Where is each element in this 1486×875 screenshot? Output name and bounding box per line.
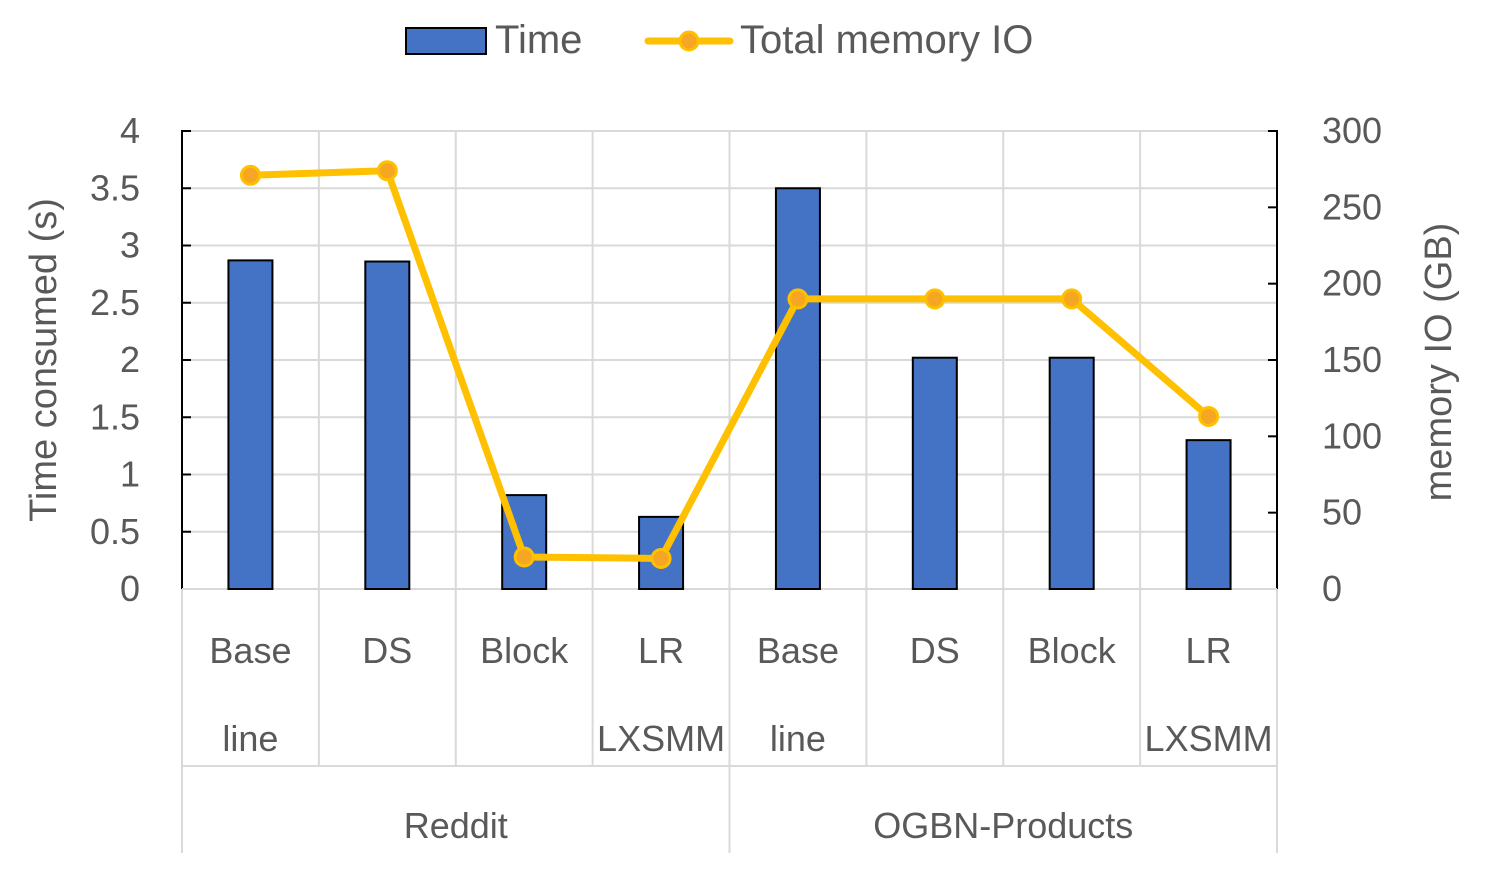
y-right-tick-label: 300 xyxy=(1322,110,1382,151)
y-left-tick-label: 0 xyxy=(120,568,140,609)
category-label: Block xyxy=(1028,630,1117,671)
memory-io-point xyxy=(513,546,535,568)
y-right-tick-label: 250 xyxy=(1322,186,1382,227)
axis-titles: Time consumed (s) memory IO (GB) xyxy=(23,198,1460,522)
category-label: LR xyxy=(1186,630,1232,671)
y-right-tick-label: 50 xyxy=(1322,492,1362,533)
y-left-tick-label: 1 xyxy=(120,454,140,495)
tick-labels: 0 0.5 1 1.5 2 2.5 3 3.5 4 0 50 100 150 200 250 300 xyxy=(90,110,1382,609)
y-left-tick-label: 3 xyxy=(120,225,140,266)
group-label: Reddit xyxy=(404,805,508,846)
y-right-tick-label: 100 xyxy=(1322,415,1382,456)
memory-io-line xyxy=(239,160,1220,569)
y-left-tick-label: 2 xyxy=(120,339,140,380)
legend: Time Total memory IO xyxy=(405,18,1033,62)
category-label: LXSMM xyxy=(1145,718,1273,759)
legend-label-time: Time xyxy=(495,18,582,62)
memory-io-polyline xyxy=(246,167,1213,562)
y-left-tick-label: 3.5 xyxy=(90,167,140,208)
legend-swatch-time xyxy=(405,27,487,55)
memory-io-point xyxy=(924,288,946,310)
y-left-tick-label: 1.5 xyxy=(90,396,140,437)
category-label: line xyxy=(222,718,278,759)
category-label: LR xyxy=(638,630,684,671)
legend-swatch-memory-io-marker xyxy=(678,30,700,52)
y-right-tick-label: 0 xyxy=(1322,568,1342,609)
category-label: LXSMM xyxy=(597,718,725,759)
category-label: Base xyxy=(209,630,291,671)
memory-io-point xyxy=(376,160,398,182)
y-right-tick-label: 200 xyxy=(1322,263,1382,304)
time-bar xyxy=(227,259,274,590)
group-label: OGBN-Products xyxy=(873,805,1133,846)
y-left-tick-label: 2.5 xyxy=(90,282,140,323)
category-label: Block xyxy=(480,630,569,671)
gridlines xyxy=(182,130,1277,590)
time-bar xyxy=(774,187,821,590)
time-bar xyxy=(364,260,411,590)
legend-label-memory-io: Total memory IO xyxy=(740,18,1033,62)
memory-io-point xyxy=(239,164,261,186)
time-bar xyxy=(1185,439,1232,590)
memory-io-point xyxy=(650,547,672,569)
category-label: DS xyxy=(362,630,412,671)
y-right-tick-label: 150 xyxy=(1322,339,1382,380)
time-bars xyxy=(227,187,1232,590)
y-right-axis-title: memory IO (GB) xyxy=(1418,223,1460,502)
time-bar xyxy=(1048,356,1095,590)
category-label: DS xyxy=(910,630,960,671)
time-bar xyxy=(911,356,958,590)
y-left-tick-label: 4 xyxy=(120,110,140,151)
category-axis: Base line DS Block LR LXSMM Base line DS Block LR L… xyxy=(181,589,1278,853)
memory-io-point xyxy=(1061,288,1083,310)
memory-io-point xyxy=(787,288,809,310)
y-left-tick-label: 0.5 xyxy=(90,511,140,552)
memory-io-point xyxy=(1198,405,1220,427)
category-label: line xyxy=(770,718,826,759)
y-left-axis-title: Time consumed (s) xyxy=(23,198,65,522)
category-label: Base xyxy=(757,630,839,671)
